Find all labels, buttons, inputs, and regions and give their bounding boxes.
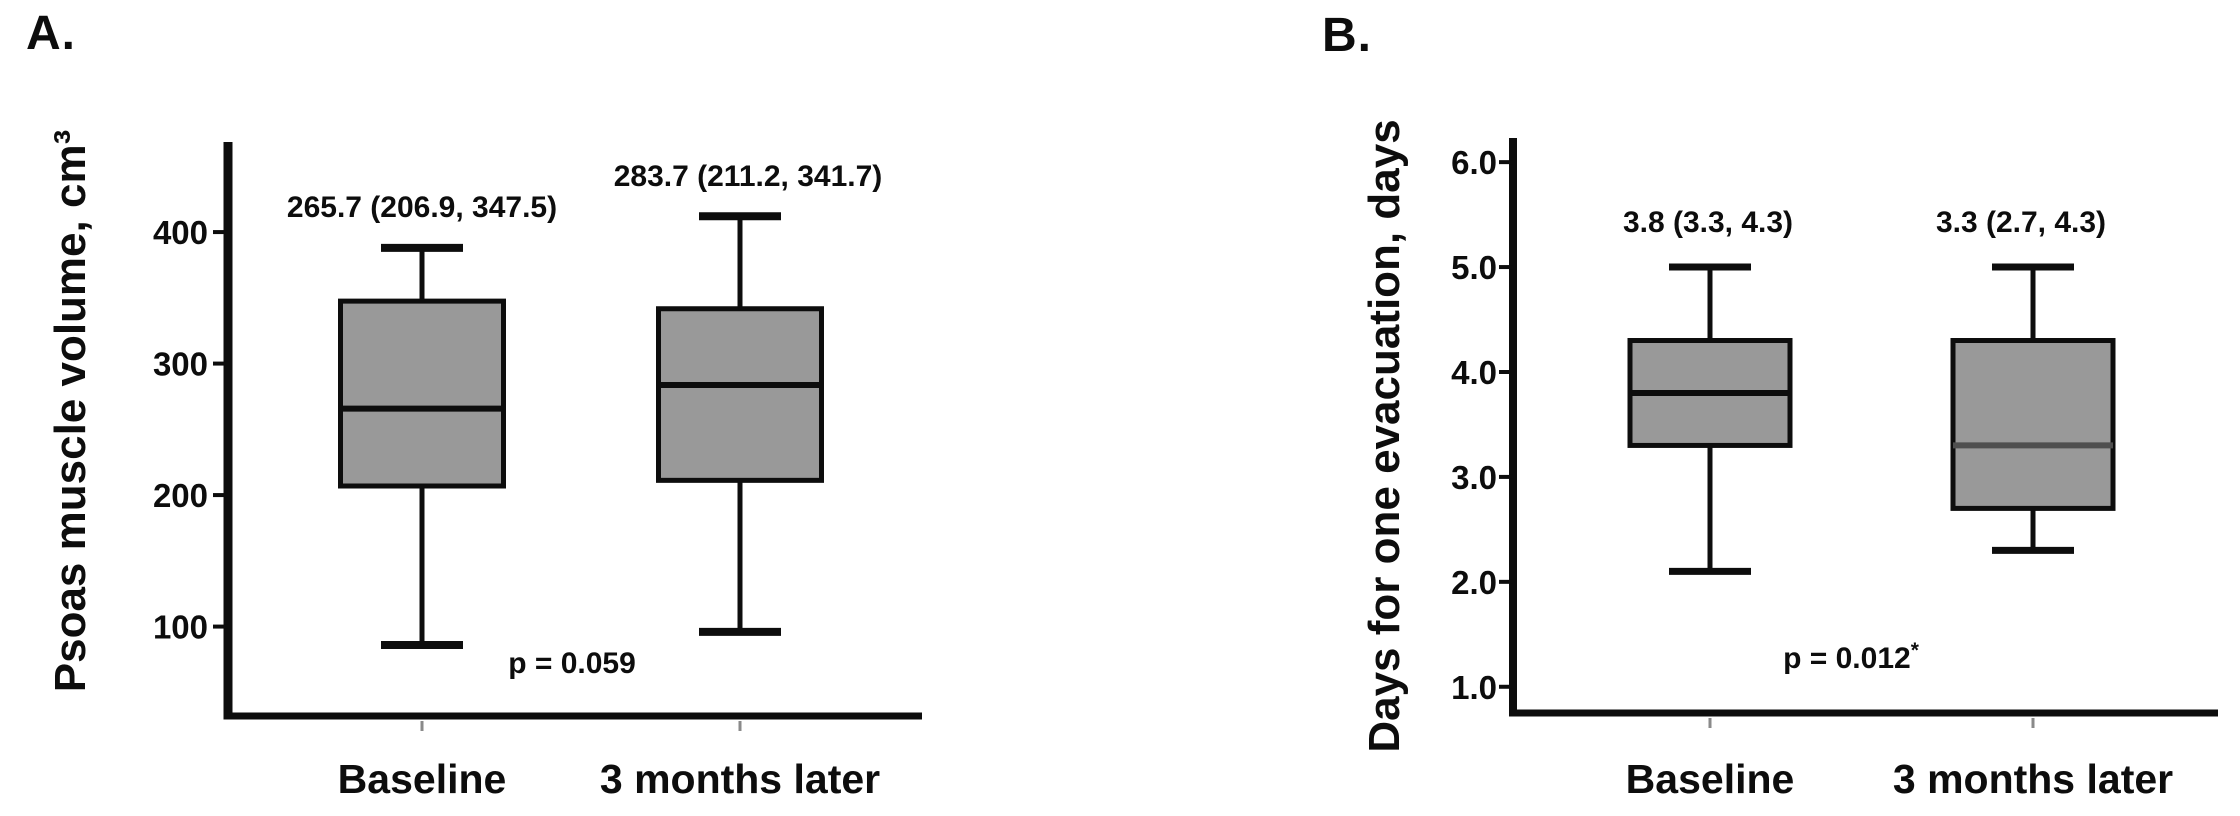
panel-b: B. Days for one evacuation, days 1.0 2.0 3… bbox=[1120, 0, 2240, 805]
panel-a: A. Psoas muscle volume, cm³ 100 200 300 400… bbox=[0, 0, 1120, 805]
panel-a-boxplot-chart: 100 200 300 400 Baseline 3 months later 265.7 … bbox=[153, 142, 922, 802]
y-tick-label: 400 bbox=[153, 214, 208, 251]
p-value-label: p = 0.059 bbox=[508, 647, 636, 680]
y-tick-label: 3.0 bbox=[1451, 459, 1497, 496]
panel-b-letter: B. bbox=[1322, 9, 1372, 62]
p-value-significance-marker: * bbox=[1911, 639, 1920, 662]
x-category-label: 3 months later bbox=[600, 756, 880, 802]
box-iqr bbox=[338, 298, 506, 489]
median-iqr-annotation: 3.8 (3.3, 4.3) bbox=[1623, 206, 1793, 239]
y-tick-label: 100 bbox=[153, 609, 208, 646]
y-tick-label: 5.0 bbox=[1451, 249, 1497, 286]
y-tick-label: 6.0 bbox=[1451, 144, 1497, 181]
x-category-label: Baseline bbox=[338, 756, 507, 802]
box-iqr bbox=[656, 306, 824, 483]
p-value-label: p = 0.012* bbox=[1783, 639, 1920, 675]
panel-a-letter: A. bbox=[26, 7, 76, 60]
y-tick-label: 4.0 bbox=[1451, 354, 1497, 391]
x-category-label: 3 months later bbox=[1893, 756, 2173, 802]
median-iqr-annotation: 283.7 (211.2, 341.7) bbox=[614, 160, 883, 193]
y-tick-label: 200 bbox=[153, 477, 208, 514]
y-tick-label: 300 bbox=[153, 346, 208, 383]
x-category-label: Baseline bbox=[1626, 756, 1795, 802]
y-tick-label: 1.0 bbox=[1451, 669, 1497, 706]
median-iqr-annotation: 3.3 (2.7, 4.3) bbox=[1936, 206, 2106, 239]
y-tick-label: 2.0 bbox=[1451, 564, 1497, 601]
median-iqr-annotation: 265.7 (206.9, 347.5) bbox=[287, 191, 557, 224]
panel-b-boxplot-chart: 1.0 2.0 3.0 4.0 5.0 6.0 Baseline 3 months later… bbox=[1451, 138, 2218, 802]
box-iqr bbox=[1950, 338, 2116, 511]
